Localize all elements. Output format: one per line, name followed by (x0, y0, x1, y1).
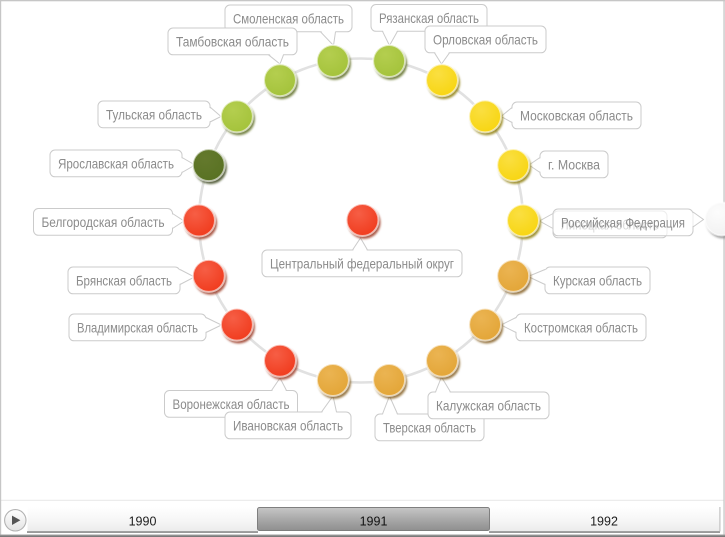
svg-text:Московская область: Московская область (520, 109, 633, 124)
svg-text:Центральный федеральный округ: Центральный федеральный округ (270, 257, 454, 272)
svg-text:Тамбовская область: Тамбовская область (176, 35, 289, 50)
svg-text:Белгородская область: Белгородская область (42, 215, 165, 230)
svg-text:1991: 1991 (360, 515, 388, 529)
svg-text:Российская Федерация: Российская Федерация (561, 216, 685, 231)
svg-text:Смоленская область: Смоленская область (233, 12, 344, 27)
svg-text:Владимирская область: Владимирская область (77, 321, 198, 336)
svg-text:Тверская область: Тверская область (383, 421, 476, 436)
svg-text:1990: 1990 (129, 515, 157, 529)
svg-text:г. Москва: г. Москва (548, 158, 600, 173)
svg-text:Брянская область: Брянская область (76, 274, 172, 289)
svg-text:Тульская область: Тульская область (106, 108, 202, 123)
svg-text:Курская область: Курская область (553, 274, 642, 289)
svg-text:Ярославская область: Ярославская область (58, 157, 174, 172)
svg-text:1992: 1992 (590, 515, 618, 529)
svg-text:Воронежская область: Воронежская область (173, 397, 290, 412)
svg-text:Ивановская область: Ивановская область (233, 419, 343, 434)
svg-text:Калужская область: Калужская область (436, 399, 541, 414)
svg-text:Орловская область: Орловская область (433, 33, 538, 48)
svg-text:Костромская область: Костромская область (524, 321, 638, 336)
svg-text:Рязанская область: Рязанская область (379, 11, 479, 26)
